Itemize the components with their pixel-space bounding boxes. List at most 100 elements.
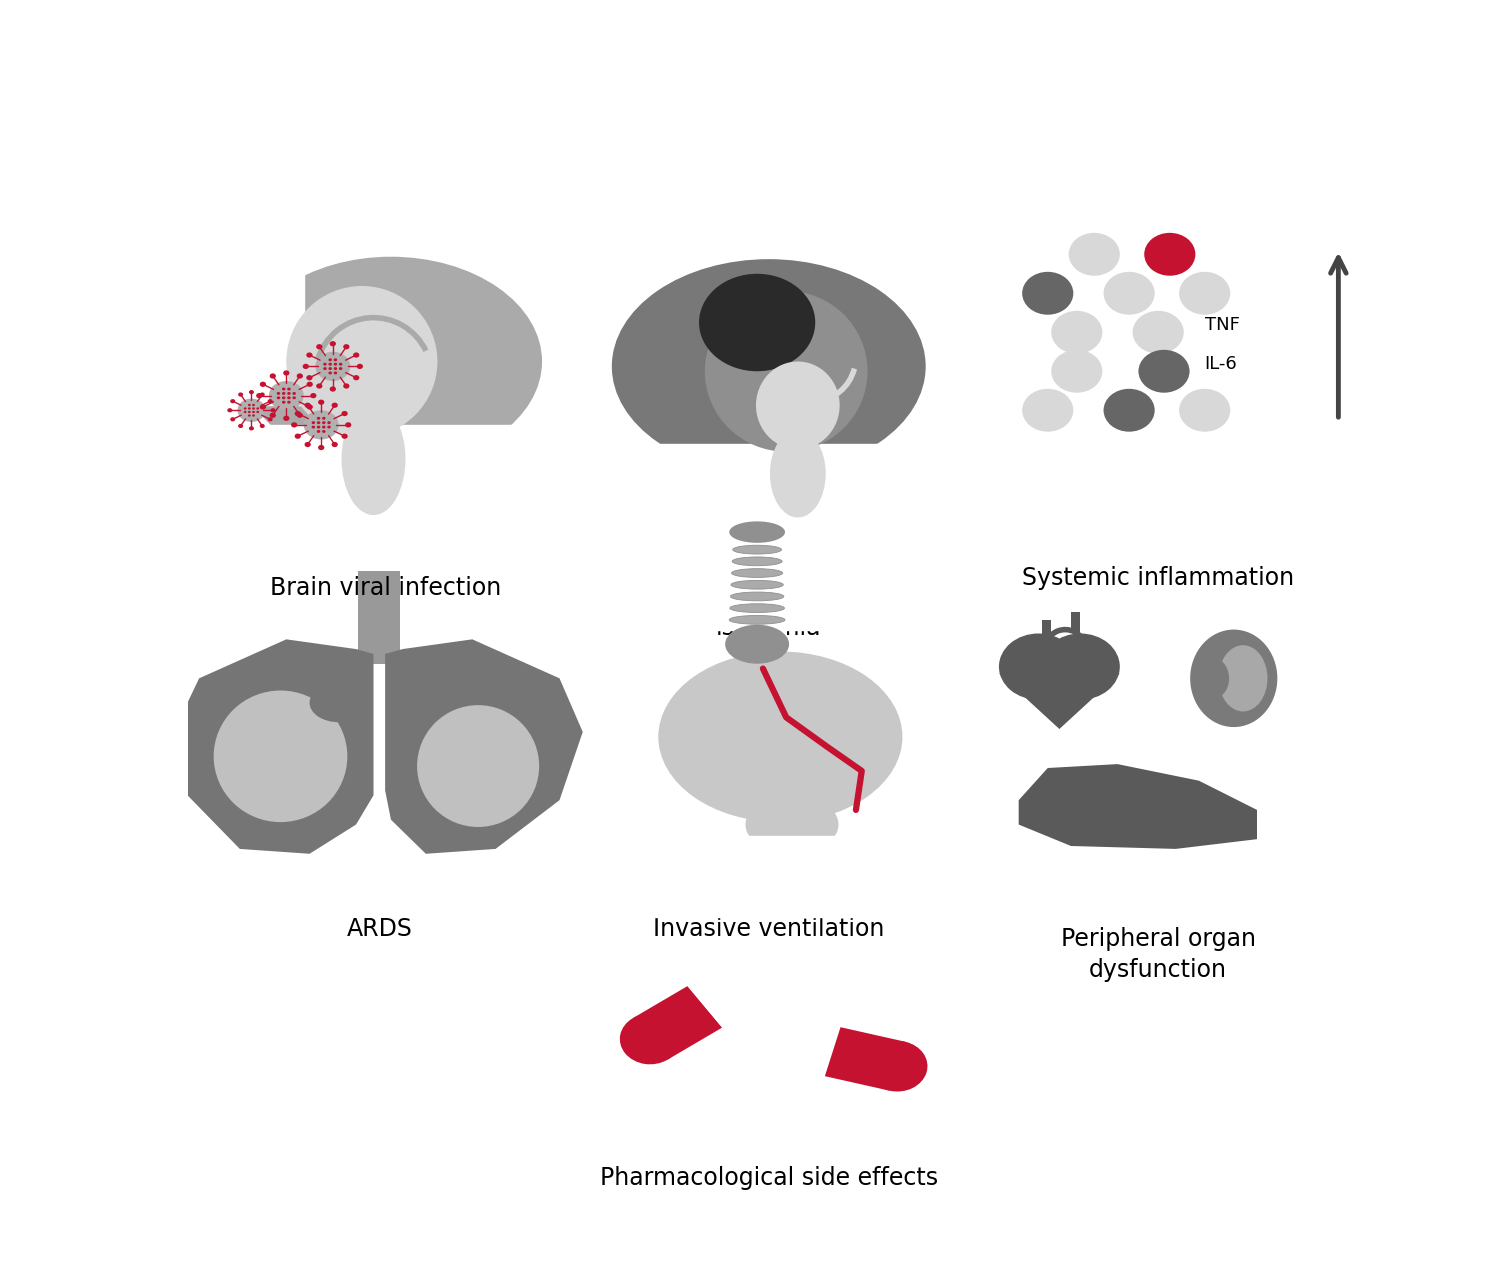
Circle shape <box>244 408 246 410</box>
Circle shape <box>312 425 315 428</box>
Circle shape <box>286 401 291 404</box>
Polygon shape <box>633 986 722 1060</box>
Circle shape <box>282 387 285 390</box>
Circle shape <box>304 442 310 447</box>
Circle shape <box>316 425 321 428</box>
Ellipse shape <box>730 604 784 613</box>
Polygon shape <box>386 639 582 853</box>
Circle shape <box>294 433 302 439</box>
Circle shape <box>322 422 326 424</box>
Circle shape <box>316 422 321 424</box>
Circle shape <box>256 408 259 410</box>
Circle shape <box>303 410 339 439</box>
Circle shape <box>282 396 285 399</box>
Circle shape <box>344 344 350 349</box>
Polygon shape <box>999 674 1120 729</box>
Circle shape <box>260 392 266 396</box>
Circle shape <box>342 411 348 417</box>
Circle shape <box>1132 311 1184 353</box>
Circle shape <box>306 352 312 358</box>
Circle shape <box>333 358 338 361</box>
Circle shape <box>304 403 310 408</box>
Ellipse shape <box>867 1041 927 1091</box>
Text: ARDS: ARDS <box>346 917 412 941</box>
Ellipse shape <box>746 795 839 853</box>
Circle shape <box>276 392 280 395</box>
Circle shape <box>282 392 285 395</box>
Ellipse shape <box>724 624 789 663</box>
Ellipse shape <box>356 390 404 430</box>
Circle shape <box>291 423 297 428</box>
Circle shape <box>306 375 312 380</box>
Circle shape <box>699 273 816 371</box>
Circle shape <box>318 400 324 405</box>
Text: Brain viral infection: Brain viral infection <box>270 576 501 600</box>
Circle shape <box>284 415 290 420</box>
Bar <box>358 571 401 663</box>
Text: TNF: TNF <box>1204 316 1239 334</box>
Circle shape <box>297 413 303 418</box>
Circle shape <box>357 363 363 368</box>
Circle shape <box>1179 389 1230 432</box>
Ellipse shape <box>729 615 784 624</box>
Circle shape <box>310 392 316 399</box>
Circle shape <box>238 424 243 428</box>
Circle shape <box>328 363 332 366</box>
Ellipse shape <box>730 592 784 601</box>
Circle shape <box>1052 311 1102 353</box>
Circle shape <box>1068 233 1120 276</box>
Circle shape <box>252 408 255 410</box>
Circle shape <box>330 386 336 391</box>
Ellipse shape <box>658 652 903 822</box>
Ellipse shape <box>732 546 782 555</box>
Circle shape <box>1179 272 1230 315</box>
Text: Pharmacological side effects: Pharmacological side effects <box>600 1166 938 1190</box>
Circle shape <box>322 363 327 366</box>
Circle shape <box>286 387 291 390</box>
Circle shape <box>270 373 276 379</box>
Circle shape <box>284 371 290 376</box>
Ellipse shape <box>612 260 926 473</box>
Circle shape <box>333 367 338 370</box>
Ellipse shape <box>738 1012 798 1062</box>
Bar <box>1042 620 1052 639</box>
Circle shape <box>238 392 243 396</box>
Circle shape <box>297 373 303 379</box>
Ellipse shape <box>705 291 867 452</box>
Ellipse shape <box>1197 658 1228 699</box>
Circle shape <box>1104 389 1155 432</box>
Circle shape <box>270 408 276 413</box>
Circle shape <box>244 411 246 413</box>
Ellipse shape <box>732 557 782 566</box>
Circle shape <box>267 418 273 422</box>
Circle shape <box>322 430 326 433</box>
Circle shape <box>1104 272 1155 315</box>
Circle shape <box>1052 349 1102 392</box>
Circle shape <box>330 341 336 347</box>
Circle shape <box>342 433 348 439</box>
Polygon shape <box>582 444 954 581</box>
Ellipse shape <box>813 729 888 784</box>
Circle shape <box>322 425 326 428</box>
Ellipse shape <box>286 286 438 437</box>
Ellipse shape <box>620 1014 681 1065</box>
Circle shape <box>286 392 291 395</box>
Circle shape <box>260 404 266 410</box>
Circle shape <box>292 396 296 399</box>
Polygon shape <box>176 639 374 853</box>
Circle shape <box>282 401 285 404</box>
Text: IL-6: IL-6 <box>1204 356 1237 373</box>
Ellipse shape <box>240 257 542 466</box>
Circle shape <box>286 396 291 399</box>
Text: Invasive ventilation: Invasive ventilation <box>652 917 885 941</box>
Circle shape <box>252 411 255 413</box>
Circle shape <box>345 423 351 428</box>
Circle shape <box>339 363 342 366</box>
Circle shape <box>306 404 314 410</box>
Text: Cerebrovascular
ischemia: Cerebrovascular ischemia <box>672 586 865 641</box>
Circle shape <box>248 414 250 417</box>
Ellipse shape <box>309 684 368 722</box>
Circle shape <box>249 390 254 394</box>
Bar <box>630 837 932 853</box>
Circle shape <box>294 411 302 417</box>
